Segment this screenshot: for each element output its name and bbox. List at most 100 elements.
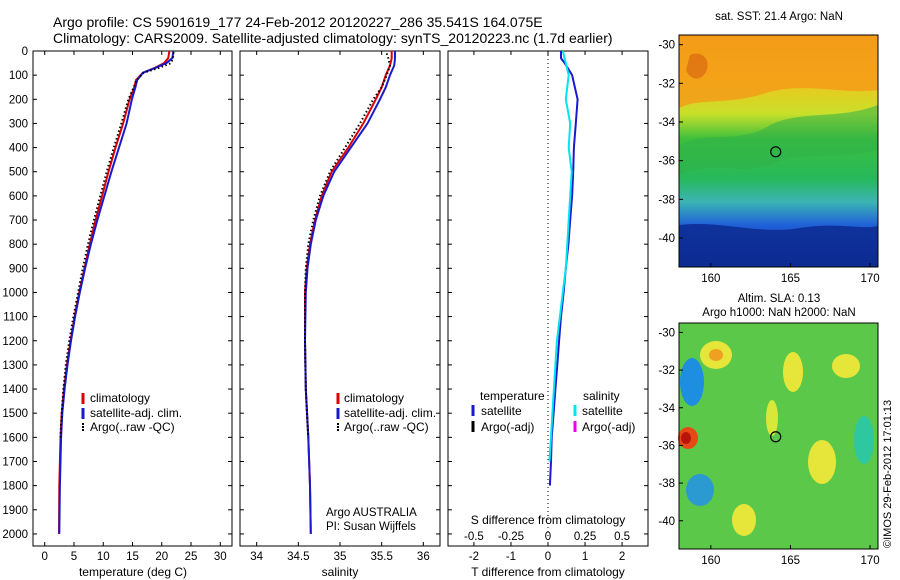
x-tick-label: 25 (185, 551, 198, 563)
y-tick-label: 600 (9, 191, 28, 203)
x-tick-label: 0 (545, 551, 551, 563)
map-y-tick-label: -32 (658, 78, 675, 90)
sst-map-border (678, 34, 879, 268)
s-tick-label: 0.25 (574, 531, 596, 543)
salinity-series (303, 51, 396, 534)
x-tick-label: 2 (619, 551, 625, 563)
temperature-legend: climatology satellite-adj. clim. Argo(..… (81, 391, 182, 434)
legend-label: Argo(..raw -QC) (90, 420, 175, 434)
argo-position-marker (770, 431, 782, 443)
sla-orange-blob (709, 349, 723, 361)
sla-yellow-blob (832, 354, 860, 378)
y-tick-label: 100 (9, 70, 28, 82)
y-tick-label: 1400 (2, 384, 28, 396)
y-tick-label: 1100 (3, 312, 28, 324)
sla-map-ticks: 160 165 170 -30 -32 -34 -36 -38 -40 (658, 327, 879, 567)
x-tick-label: 1 (582, 551, 588, 563)
sla-map-title-2: Argo h1000: NaN h2000: NaN (702, 307, 855, 319)
map-y-tick-label: -38 (658, 478, 675, 490)
y-tick-label: 1200 (2, 336, 28, 348)
x-tick-label: 30 (214, 551, 227, 563)
header-line-2: Climatology: CARS2009. Satellite-adjuste… (53, 30, 613, 46)
salinity-annotation-1: Argo AUSTRALIA (326, 507, 417, 519)
y-tick-label: 2000 (2, 529, 28, 541)
y-tick-label: 1800 (2, 481, 28, 493)
map-x-tick-label: 165 (781, 555, 800, 567)
temperature-axes: 0100200300400500600700800900100011001200… (2, 46, 232, 563)
x-tick-label: 0 (42, 551, 48, 563)
y-tick-label: 900 (9, 263, 28, 275)
y-tick-label: 0 (22, 46, 28, 58)
map-x-tick-label: 170 (860, 273, 879, 285)
legend-label: climatology (344, 391, 404, 405)
x-tick-label: 10 (97, 551, 110, 563)
difference-series (548, 50, 579, 486)
sst-map (678, 34, 879, 268)
legend-label: satellite-adj. clim. (90, 406, 182, 420)
header-line-1: Argo profile: CS 5901619_177 24-Feb-2012… (53, 14, 543, 30)
sla-map-border (678, 322, 879, 550)
s-tick-label: -0.25 (498, 531, 524, 543)
x-tick-label: -2 (469, 551, 479, 563)
sla-map-title-1: Altim. SLA: 0.13 (738, 293, 820, 305)
series-line-argo-raw-qc- (304, 53, 392, 438)
map-x-tick-label: 160 (701, 555, 720, 567)
salinity-xlabel: salinity (322, 565, 359, 579)
s-difference-label: S difference from climatology (471, 513, 626, 527)
salinity-legend: climatology satellite-adj. clim. Argo(..… (336, 391, 436, 434)
map-x-tick-label: 170 (860, 555, 879, 567)
map-y-tick-label: -36 (658, 156, 675, 168)
legend-title-salinity: salinity (583, 389, 620, 403)
sla-red-core (681, 432, 691, 444)
map-y-tick-label: -40 (658, 233, 675, 245)
legend-label: Argo(-adj) (481, 420, 534, 434)
legend-title-temperature: temperature (480, 389, 545, 403)
sst-map-title: sat. SST: 21.4 Argo: NaN (715, 11, 843, 23)
x-tick-label: 35 (334, 551, 347, 563)
sst-cold-patch (679, 223, 878, 267)
difference-xlabel: T difference from climatology (471, 565, 625, 579)
difference-axes: -2 -1 0 1 2 -0.5 -0.25 0 0.25 0.5 (448, 50, 648, 563)
y-tick-label: 300 (9, 118, 28, 130)
y-tick-label: 1300 (2, 360, 28, 372)
map-y-tick-label: -38 (658, 194, 675, 206)
map-y-tick-label: -30 (658, 40, 675, 52)
sst-green-band (679, 105, 878, 175)
y-tick-label: 1500 (2, 408, 28, 420)
sst-orange-patch (686, 53, 708, 79)
sla-cyan-blob (854, 416, 874, 464)
sla-yellow-blob (783, 352, 803, 392)
x-tick-label: 15 (126, 551, 139, 563)
x-tick-label: 5 (71, 551, 77, 563)
sla-blue-blob (686, 474, 714, 506)
temperature-series (58, 50, 175, 534)
y-tick-label: 1700 (2, 456, 28, 468)
legend-label: Argo(..raw -QC) (344, 420, 429, 434)
legend-label: satellite (582, 404, 623, 418)
series-line-salinity-satellite (548, 50, 573, 462)
y-tick-label: 800 (9, 239, 28, 251)
salinity-axes: 34 34.5 35 35.5 36 (240, 50, 440, 563)
map-y-tick-label: -32 (658, 365, 675, 377)
x-tick-label: 36 (417, 551, 430, 563)
sst-map-ticks: 160 165 170 -30 -32 -34 -36 -38 -40 (658, 40, 879, 285)
sla-map (678, 322, 879, 550)
map-y-tick-label: -40 (658, 516, 675, 528)
s-tick-label: -0.5 (464, 531, 484, 543)
map-y-tick-label: -34 (658, 117, 675, 129)
map-y-tick-label: -36 (658, 440, 675, 452)
x-tick-label: 20 (155, 551, 168, 563)
s-tick-label: 0.5 (614, 531, 630, 543)
map-y-tick-label: -30 (658, 327, 675, 339)
legend-label: satellite-adj. clim. (344, 406, 436, 420)
y-tick-label: 200 (9, 94, 28, 106)
y-tick-label: 400 (9, 143, 28, 155)
salinity-annotation-2: PI: Susan Wijffels (326, 521, 416, 533)
series-line-satellite-adj-clim- (58, 50, 175, 534)
sla-yellow-blob (732, 504, 756, 536)
series-line-satellite-adj-clim- (303, 51, 396, 534)
sla-yellow-blob (766, 400, 778, 436)
y-tick-label: 1900 (2, 505, 28, 517)
legend-label: satellite (481, 404, 522, 418)
